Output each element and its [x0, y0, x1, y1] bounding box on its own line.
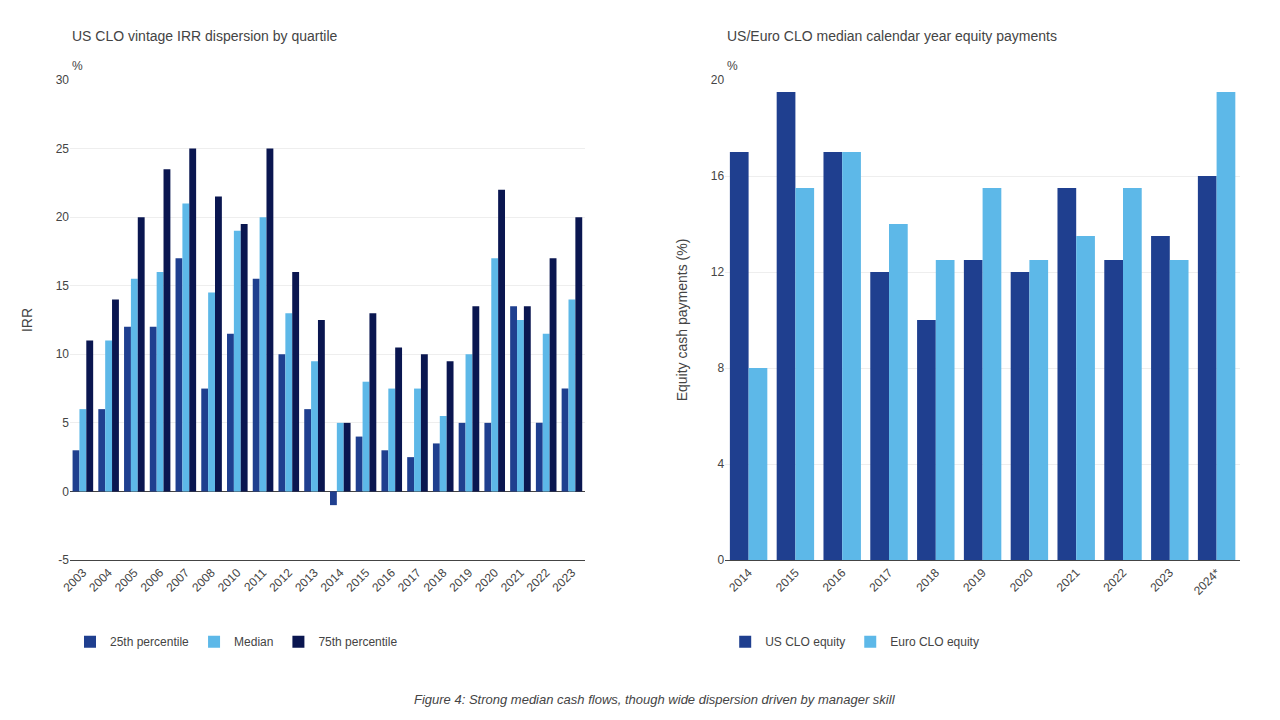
- svg-text:2016: 2016: [820, 566, 849, 595]
- svg-text:2018: 2018: [913, 566, 942, 595]
- svg-text:0: 0: [718, 553, 725, 567]
- svg-text:16: 16: [711, 169, 725, 183]
- svg-text:2021: 2021: [1054, 566, 1083, 595]
- svg-text:25th percentile: 25th percentile: [110, 635, 189, 649]
- svg-text:8: 8: [718, 361, 725, 375]
- svg-text:Equity cash payments (%): Equity cash payments (%): [674, 239, 690, 402]
- svg-text:2013: 2013: [292, 566, 321, 595]
- svg-text:2008: 2008: [189, 566, 218, 595]
- svg-text:US CLO equity: US CLO equity: [765, 635, 845, 649]
- svg-text:2005: 2005: [112, 566, 141, 595]
- svg-text:US CLO vintage IRR dispersion: US CLO vintage IRR dispersion by quartil…: [72, 28, 338, 44]
- svg-text:10: 10: [56, 347, 70, 361]
- svg-text:2004: 2004: [86, 566, 115, 595]
- svg-text:0: 0: [62, 485, 69, 499]
- svg-text:4: 4: [718, 457, 725, 471]
- svg-text:5: 5: [62, 416, 69, 430]
- svg-text:2011: 2011: [241, 566, 269, 594]
- svg-text:15: 15: [56, 279, 70, 293]
- svg-text:Figure 4: Strong median cash f: Figure 4: Strong median cash flows, thou…: [414, 692, 896, 707]
- svg-text:2014: 2014: [726, 566, 755, 595]
- svg-text:US/Euro CLO median calendar ye: US/Euro CLO median calendar year equity …: [727, 28, 1057, 44]
- svg-text:2024*: 2024*: [1191, 566, 1223, 598]
- svg-text:IRR: IRR: [19, 308, 35, 332]
- svg-text:Euro CLO equity: Euro CLO equity: [890, 635, 979, 649]
- svg-text:2022: 2022: [1101, 566, 1130, 595]
- svg-text:20: 20: [711, 73, 725, 87]
- svg-text:2016: 2016: [369, 566, 398, 595]
- svg-text:2022: 2022: [524, 566, 553, 595]
- svg-text:2010: 2010: [215, 566, 244, 595]
- svg-text:2003: 2003: [60, 566, 89, 595]
- svg-text:2018: 2018: [421, 566, 450, 595]
- svg-text:2007: 2007: [163, 566, 192, 595]
- svg-text:75th percentile: 75th percentile: [318, 635, 397, 649]
- svg-text:2017: 2017: [395, 566, 424, 595]
- svg-text:2023: 2023: [550, 566, 579, 595]
- svg-text:30: 30: [56, 73, 70, 87]
- svg-text:2021: 2021: [498, 566, 527, 595]
- svg-text:2006: 2006: [138, 566, 167, 595]
- svg-text:2019: 2019: [447, 566, 476, 595]
- svg-text:Median: Median: [234, 635, 273, 649]
- svg-text:2015: 2015: [773, 566, 802, 595]
- svg-text:%: %: [72, 59, 83, 73]
- svg-text:2012: 2012: [266, 566, 295, 595]
- svg-text:2023: 2023: [1147, 566, 1176, 595]
- svg-text:12: 12: [711, 265, 725, 279]
- svg-text:-5: -5: [58, 553, 69, 567]
- svg-text:2020: 2020: [1007, 566, 1036, 595]
- svg-text:2019: 2019: [960, 566, 989, 595]
- svg-text:%: %: [727, 59, 738, 73]
- svg-text:2014: 2014: [318, 566, 347, 595]
- svg-text:2015: 2015: [344, 566, 373, 595]
- svg-text:20: 20: [56, 210, 70, 224]
- svg-text:2017: 2017: [867, 566, 896, 595]
- svg-text:25: 25: [56, 142, 70, 156]
- svg-text:2020: 2020: [472, 566, 501, 595]
